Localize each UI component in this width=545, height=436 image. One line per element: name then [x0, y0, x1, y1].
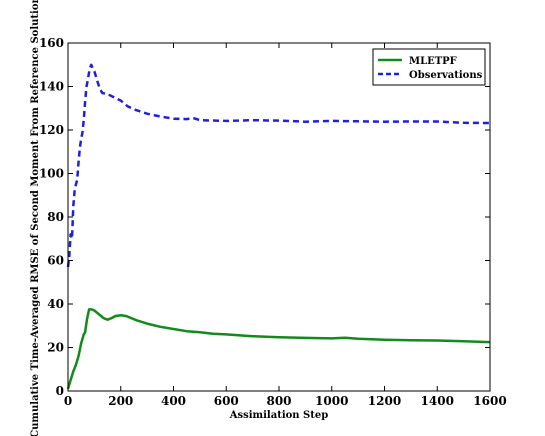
axis-ticks: 0 200 400 600 800 1000 1200 1400 1600 0 20 40 60 80 10…: [39, 36, 507, 408]
y-tick-label: 100: [39, 167, 64, 181]
legend: MLETPF Observations: [372, 48, 486, 86]
x-tick-label: 1000: [315, 394, 348, 408]
plot-lines: [66, 63, 491, 390]
plot-frame: [67, 42, 491, 392]
x-tick-label: 1200: [368, 394, 401, 408]
x-tick-label: 1600: [473, 394, 506, 408]
x-axis-label: Assimilation Step: [229, 410, 329, 421]
x-tick-label: 600: [214, 394, 239, 408]
legend-box: [372, 48, 486, 86]
legend-label: Observations: [409, 70, 483, 81]
y-tick-label: 80: [47, 210, 64, 224]
x-tick-label: 800: [266, 394, 291, 408]
y-tick-label: 60: [47, 254, 64, 268]
y-tick-label: 160: [39, 36, 64, 50]
series-line-1: [66, 308, 491, 390]
series-line-2: [66, 63, 491, 268]
x-tick-label: 400: [161, 394, 186, 408]
y-tick-label: 0: [56, 384, 64, 398]
x-tick-label: 200: [108, 394, 133, 408]
y-tick-label: 140: [39, 80, 64, 94]
y-axis-label: Cumulative Time-Averaged RMSE of Second …: [30, 0, 41, 436]
legend-label: MLETPF: [409, 56, 457, 67]
x-tick-label: 0: [64, 394, 72, 408]
y-tick-label: 120: [39, 123, 64, 137]
y-tick-label: 20: [47, 341, 64, 355]
y-tick-label: 40: [47, 297, 64, 311]
x-tick-label: 1400: [421, 394, 454, 408]
